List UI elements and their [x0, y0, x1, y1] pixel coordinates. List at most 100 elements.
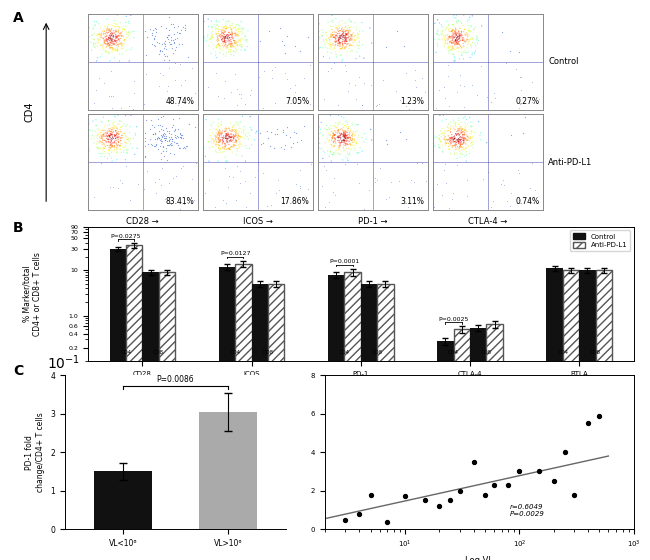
- Bar: [454, 329, 470, 560]
- Point: [451, 29, 462, 38]
- Point: [340, 132, 350, 141]
- Point: [231, 151, 242, 160]
- Point: [109, 37, 120, 46]
- Point: [321, 35, 332, 44]
- Point: [244, 144, 255, 153]
- Point: [108, 39, 118, 48]
- Point: [158, 146, 168, 155]
- Point: [103, 20, 114, 29]
- Point: [156, 137, 166, 146]
- Point: [103, 131, 114, 140]
- Point: [109, 143, 120, 152]
- Point: [328, 22, 338, 31]
- Point: [409, 178, 419, 186]
- Point: [157, 40, 167, 49]
- Point: [108, 120, 118, 129]
- Point: [211, 29, 221, 38]
- Point: [148, 129, 159, 138]
- Point: [216, 45, 226, 54]
- Point: [476, 136, 486, 144]
- Point: [242, 38, 252, 46]
- Point: [150, 25, 161, 34]
- Point: [212, 20, 222, 29]
- Point: [453, 134, 463, 143]
- Point: [296, 135, 307, 144]
- Point: [445, 128, 456, 137]
- Point: [318, 95, 329, 104]
- Point: [109, 142, 120, 151]
- Point: [456, 133, 467, 142]
- Point: [345, 133, 356, 142]
- Point: [234, 29, 244, 38]
- Point: [367, 136, 377, 144]
- Point: [346, 136, 356, 145]
- Point: [223, 31, 233, 40]
- Point: [229, 24, 240, 32]
- Point: [251, 128, 261, 137]
- Point: [216, 32, 226, 41]
- Point: [439, 135, 449, 144]
- Point: [206, 49, 216, 58]
- Point: [339, 141, 349, 150]
- Point: [218, 137, 229, 146]
- Point: [343, 124, 354, 133]
- Point: [348, 41, 358, 50]
- Point: [321, 121, 332, 130]
- Point: [159, 131, 170, 140]
- Point: [455, 142, 465, 151]
- Point: [99, 22, 110, 31]
- Point: [465, 113, 475, 122]
- Point: [460, 134, 471, 143]
- Point: [233, 27, 244, 36]
- Point: [160, 195, 170, 204]
- Point: [231, 137, 241, 146]
- Point: [106, 139, 116, 148]
- Point: [214, 41, 224, 50]
- Point: [458, 133, 468, 142]
- Point: [120, 141, 131, 150]
- Point: [463, 35, 473, 44]
- Point: [330, 33, 340, 42]
- Point: [89, 42, 99, 51]
- Point: [215, 144, 226, 153]
- Point: [349, 137, 359, 146]
- Point: [213, 130, 223, 139]
- Point: [124, 136, 134, 144]
- Point: [162, 34, 173, 43]
- Point: [455, 123, 465, 132]
- Point: [445, 141, 456, 150]
- Point: [236, 132, 246, 141]
- Text: A: A: [13, 11, 24, 25]
- Point: [458, 27, 469, 36]
- Point: [107, 35, 117, 44]
- Point: [226, 136, 236, 145]
- Point: [164, 134, 175, 143]
- Point: [115, 29, 125, 38]
- Point: [439, 129, 450, 138]
- Point: [465, 134, 475, 143]
- Point: [111, 32, 121, 41]
- Point: [318, 154, 328, 163]
- Point: [222, 33, 232, 42]
- Point: [447, 38, 457, 47]
- Point: [457, 140, 467, 149]
- Point: [352, 148, 362, 157]
- Point: [203, 176, 214, 185]
- Point: [220, 152, 230, 161]
- Point: [341, 30, 352, 39]
- Point: [345, 133, 356, 142]
- Point: [352, 48, 362, 57]
- Point: [451, 87, 462, 96]
- Point: [358, 26, 368, 35]
- Point: [446, 45, 456, 54]
- Point: [146, 39, 157, 48]
- Point: [467, 132, 478, 141]
- Point: [394, 177, 404, 186]
- Point: [455, 36, 465, 45]
- Point: [458, 127, 468, 136]
- Point: [439, 32, 449, 41]
- Point: [213, 157, 224, 166]
- Point: [107, 157, 118, 166]
- Point: [348, 23, 359, 32]
- Point: [161, 32, 172, 41]
